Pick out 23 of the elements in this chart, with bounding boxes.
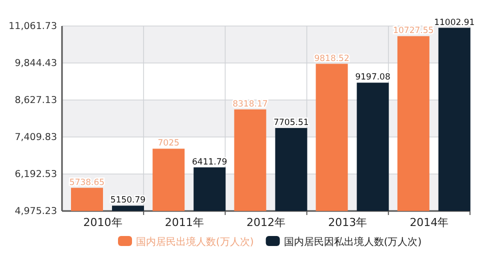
data-label: 10727.55 <box>393 26 434 36</box>
y-tick-label: 8,627.13 <box>14 95 57 106</box>
x-tick-label: 2010年 <box>83 216 122 229</box>
data-label: 11002.91 <box>434 18 475 28</box>
data-label: 5738.65 <box>69 178 105 188</box>
data-label: 9197.08 <box>355 72 390 83</box>
legend-label: 国内居民出境人数(万人次) <box>136 236 254 248</box>
data-label: 9818.52 <box>314 54 350 64</box>
y-tick-label: 4,975.23 <box>14 206 57 217</box>
legend-label: 国内居民因私出境人数(万人次) <box>284 236 422 248</box>
x-tick-label: 2012年 <box>246 216 286 229</box>
y-tick-label: 7,409.83 <box>14 132 57 143</box>
data-label: 7025 <box>158 138 180 149</box>
x-tick-label: 2014年 <box>410 216 449 229</box>
y-tick-label: 6,192.53 <box>14 169 57 180</box>
data-label: 8318.17 <box>232 99 268 110</box>
data-label: 7705.51 <box>274 118 309 128</box>
data-label: 6411.79 <box>192 157 228 168</box>
x-tick-label: 2013年 <box>328 216 368 229</box>
y-tick-label: 9,844.43 <box>14 58 57 69</box>
y-tick-label: 11,061.73 <box>8 21 57 32</box>
x-tick-label: 2011年 <box>164 216 204 229</box>
data-label: 5150.79 <box>110 196 146 206</box>
